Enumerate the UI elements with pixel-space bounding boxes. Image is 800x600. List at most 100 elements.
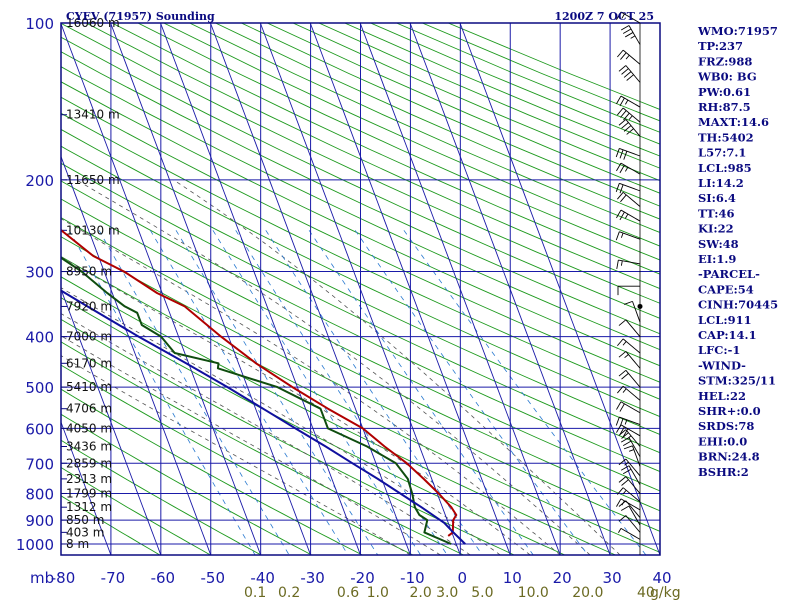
mixing-ratio-label: 0.2 xyxy=(278,585,300,600)
barb-flag xyxy=(617,338,624,347)
wind-barb xyxy=(637,303,643,309)
index-line: EHI:0.0 xyxy=(698,434,747,448)
dry-adiabat xyxy=(61,439,262,555)
barb-flag xyxy=(620,110,627,118)
wind-barb xyxy=(616,401,641,414)
isotherm-line xyxy=(61,553,62,555)
barb-flag xyxy=(622,341,627,346)
barb-flag xyxy=(628,449,634,452)
barb-flag xyxy=(624,99,629,105)
wind-barb xyxy=(617,107,641,123)
barb-flag xyxy=(620,260,623,266)
wind-barb xyxy=(620,437,641,457)
plot-frame xyxy=(60,22,661,556)
wind-barb xyxy=(620,465,641,486)
index-line: SI:6.4 xyxy=(698,191,736,205)
barb-flag xyxy=(616,209,622,219)
barb-flag xyxy=(615,416,620,426)
pressure-label-900: 900 xyxy=(25,512,54,530)
barb-flag xyxy=(626,74,634,81)
mixing-ratio-line xyxy=(212,230,421,555)
mixing-ratio-label: 2.0 xyxy=(409,585,431,600)
dry-adiabat xyxy=(61,162,660,454)
isotherm-line xyxy=(61,420,112,555)
pressure-label-300: 300 xyxy=(25,264,54,282)
height-label: 16060 m xyxy=(66,16,120,30)
barb-flag xyxy=(624,419,628,425)
wind-barb xyxy=(618,369,641,388)
barb-staff xyxy=(620,528,641,540)
index-line: KI:22 xyxy=(698,222,734,236)
dry-adiabat xyxy=(61,217,660,512)
isotherm-line xyxy=(0,23,11,555)
barb-flag xyxy=(622,468,632,475)
mixing-ratio-label: 10.0 xyxy=(518,585,549,600)
wind-barb xyxy=(618,65,641,83)
wind-barb xyxy=(618,351,641,369)
barb-flag xyxy=(620,52,627,60)
barb-staff xyxy=(619,231,641,240)
barb-staff xyxy=(625,500,641,518)
barb-flag xyxy=(622,489,627,495)
pressure-label-600: 600 xyxy=(25,420,54,438)
mixing-ratio-label: 20.0 xyxy=(572,585,603,600)
height-label: 3436 m xyxy=(66,439,112,453)
barb-flag xyxy=(624,32,634,38)
wind-barb xyxy=(620,25,641,45)
barb-flag xyxy=(618,319,627,326)
wind-barb xyxy=(618,458,641,477)
barb-flag xyxy=(615,183,620,192)
barb-staff xyxy=(628,505,641,526)
dewpoint-line xyxy=(61,256,452,545)
index-line: CAP:14.1 xyxy=(698,328,757,342)
barb-flag xyxy=(616,498,622,507)
barb-staff xyxy=(619,416,641,426)
moist-adiabat xyxy=(173,179,621,555)
temperature-label: -10 xyxy=(400,569,425,587)
wind-barb xyxy=(617,285,640,296)
index-line: -PARCEL- xyxy=(698,267,760,281)
barb-flag xyxy=(619,164,625,174)
temperature-label: 10 xyxy=(503,569,522,587)
mixing-ratio-line xyxy=(308,230,534,555)
barb-flag xyxy=(619,184,624,194)
index-line: -WIND- xyxy=(698,358,746,372)
index-line: SW:48 xyxy=(698,237,739,251)
barb-flag xyxy=(621,373,629,380)
mixing-ratio-line xyxy=(354,230,589,555)
wind-barb xyxy=(616,259,641,270)
barb-staff xyxy=(619,148,641,157)
barb-flag xyxy=(624,461,629,466)
barb-flag xyxy=(621,432,629,439)
barb-flag xyxy=(623,445,633,450)
barb-flag xyxy=(620,25,630,31)
barb-flag xyxy=(617,385,624,394)
barb-flag xyxy=(615,148,620,158)
dry-adiabat xyxy=(61,341,464,555)
dry-adiabat xyxy=(61,413,312,555)
dry-adiabat xyxy=(61,198,660,492)
mixing-ratio-label: 40 xyxy=(637,585,655,600)
barb-staff xyxy=(622,191,641,207)
barb-flag xyxy=(617,49,624,58)
wind-barb xyxy=(616,424,641,437)
height-label: 1312 m xyxy=(66,500,112,514)
barb-staff xyxy=(625,319,641,337)
barb-flag xyxy=(621,122,629,129)
index-line: L57:7.1 xyxy=(698,146,746,160)
index-line: FRZ:988 xyxy=(698,54,752,68)
barb-flag xyxy=(618,119,627,126)
barb-flag xyxy=(616,424,622,433)
pressure-label-400: 400 xyxy=(25,329,54,347)
temperature-label: -20 xyxy=(350,569,375,587)
barb-flag xyxy=(625,54,630,60)
dry-adiabat xyxy=(61,51,660,335)
data-traces xyxy=(61,228,466,545)
barb-flag xyxy=(618,429,627,436)
moist-adiabat xyxy=(61,218,561,555)
calm-marker xyxy=(637,303,643,309)
wind-barb xyxy=(615,231,641,241)
barb-flag xyxy=(628,115,633,120)
